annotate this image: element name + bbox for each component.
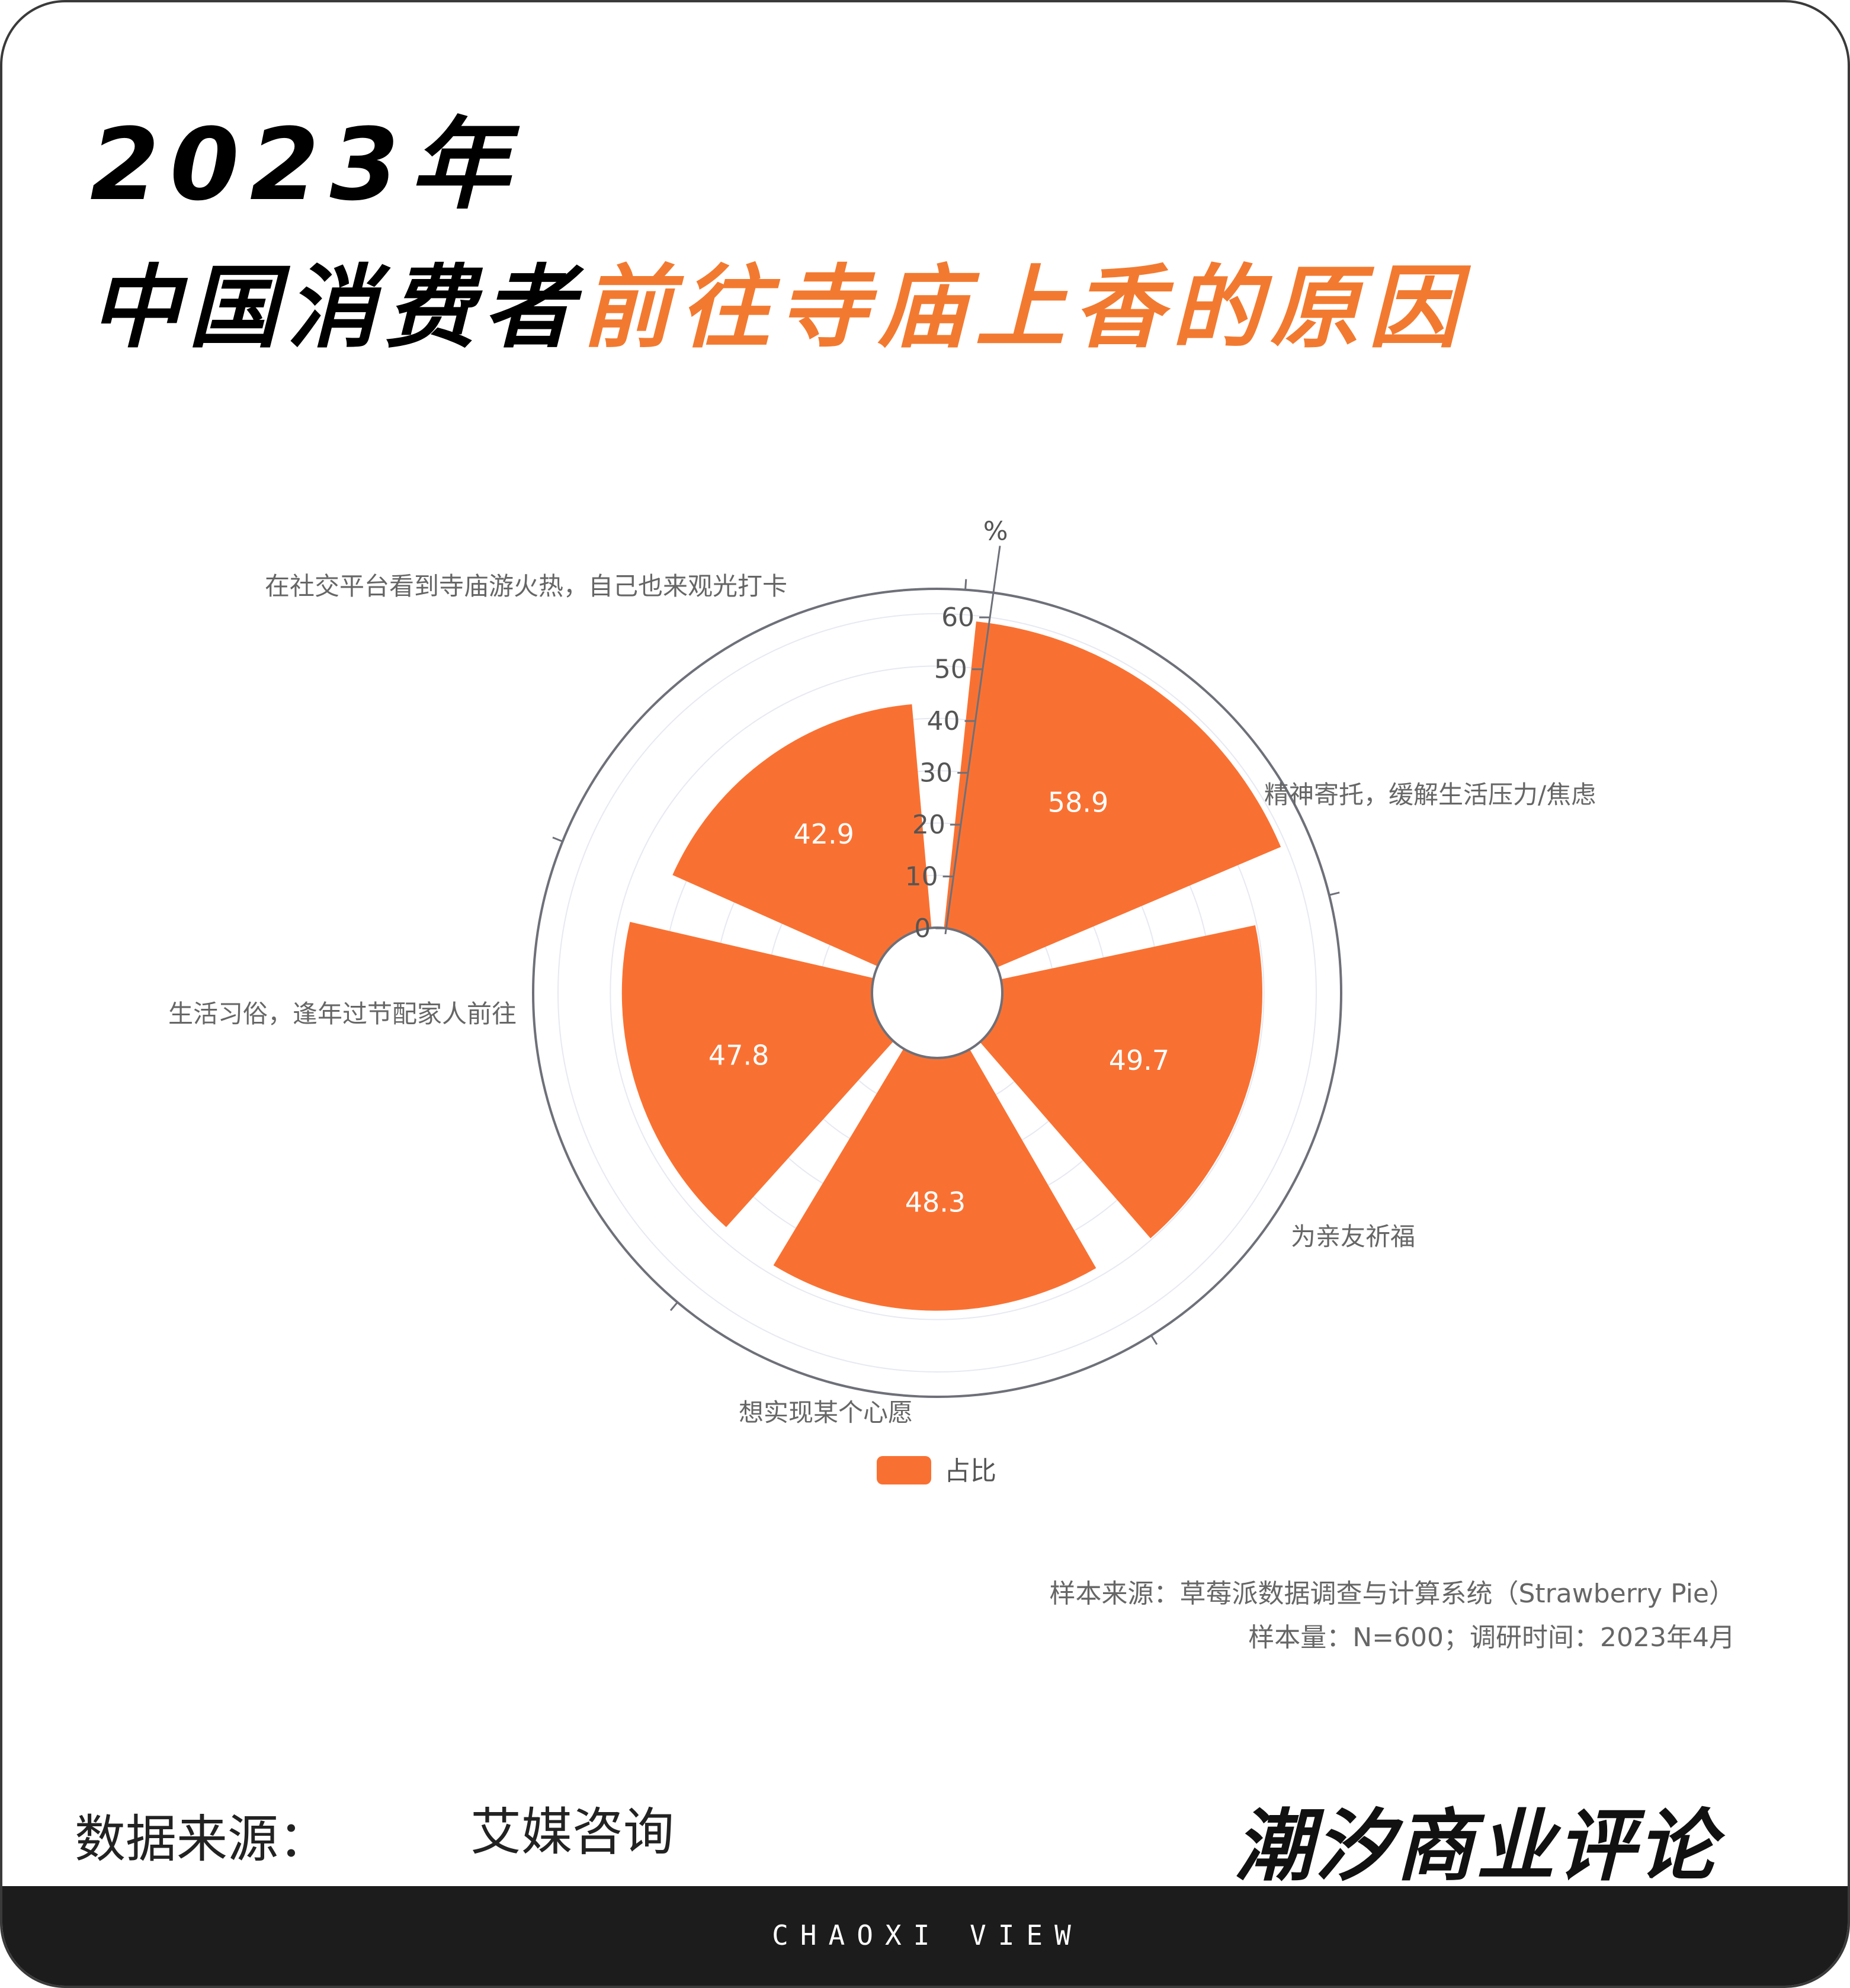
bar-3 — [773, 1048, 1096, 1311]
radius-tick-label: 50 — [934, 655, 967, 685]
polar-bar-chart: 60 50 40 30 20 10 0% 58.9 49.7 48.3 47.8 42.9 精神寄托，… — [168, 516, 1596, 1486]
category-label: 为亲友祈福 — [1291, 1222, 1415, 1251]
bar-5 — [672, 704, 932, 967]
value-label: 49.7 — [1109, 1044, 1169, 1076]
radius-tick-label: 30 — [919, 758, 953, 788]
angle-tick — [1150, 1335, 1158, 1345]
category-label: 精神寄托，缓解生活压力/焦虑 — [1264, 780, 1596, 809]
grid-ring — [557, 613, 1317, 1373]
brand-logo: 潮汐商业评论 — [1235, 1801, 1718, 1892]
category-label: 生活习俗，逢年过节配家人前往 — [168, 999, 517, 1028]
value-label: 48.3 — [905, 1186, 966, 1218]
value-label: 58.9 — [1048, 786, 1108, 818]
radius-tick-label: 60 — [941, 602, 974, 633]
legend-swatch — [877, 1456, 931, 1484]
angle-tick — [669, 1301, 678, 1312]
center-hole — [871, 926, 1003, 1059]
footer-tagline: CHAOXI VIEW — [772, 1919, 1083, 1951]
angle-tick — [1329, 892, 1340, 896]
sample-source-note: 样本来源：草莓派数据调查与计算系统（Strawberry Pie） — [1049, 1579, 1735, 1609]
data-source-value: 艾媒咨询 — [470, 1803, 674, 1862]
title-year: 2023年 — [90, 107, 520, 223]
angle-tick — [552, 836, 563, 842]
chart-labels: 58.9 49.7 48.3 47.8 42.9 精神寄托，缓解生活压力/焦虑为亲友祈福想… — [168, 572, 1596, 1427]
angle-axis-line — [532, 588, 1342, 1398]
title-black-part: 中国消费者 — [90, 255, 582, 360]
radius-tick-label: 10 — [905, 862, 938, 892]
radius-tick-label: 40 — [926, 706, 960, 736]
legend-label: 占比 — [944, 1456, 996, 1486]
radius-axis-line — [944, 546, 1001, 935]
radius-tick-label: 20 — [912, 810, 945, 840]
sample-size-note: 样本量：N=600；调研时间：2023年4月 — [1248, 1623, 1735, 1653]
category-label: 想实现某个心愿 — [739, 1398, 913, 1427]
chart-legend: 占比 — [877, 1456, 996, 1486]
bar-4 — [621, 922, 894, 1227]
data-source-label: 数据来源： — [75, 1810, 329, 1869]
bar-2 — [980, 925, 1263, 1239]
radius-axis-unit: % — [983, 516, 1008, 546]
radius-tick-label: 0 — [914, 913, 931, 944]
bar-1 — [944, 621, 1281, 968]
footer-bar: CHAOXI VIEW — [2, 1886, 1848, 1986]
page-title: 中国消费者前往寺庙上香的原因 — [90, 263, 1467, 353]
radius-axis: 60 50 40 30 20 10 0% — [905, 516, 1008, 944]
category-label: 在社交平台看到寺庙游火热，自己也来观光打卡 — [265, 572, 787, 601]
title-orange-part: 前往寺庙上香的原因 — [582, 255, 1467, 360]
value-label: 42.9 — [793, 818, 854, 850]
chart-bars — [621, 621, 1281, 1311]
grid-ring — [610, 665, 1265, 1320]
value-label: 47.8 — [708, 1040, 769, 1072]
